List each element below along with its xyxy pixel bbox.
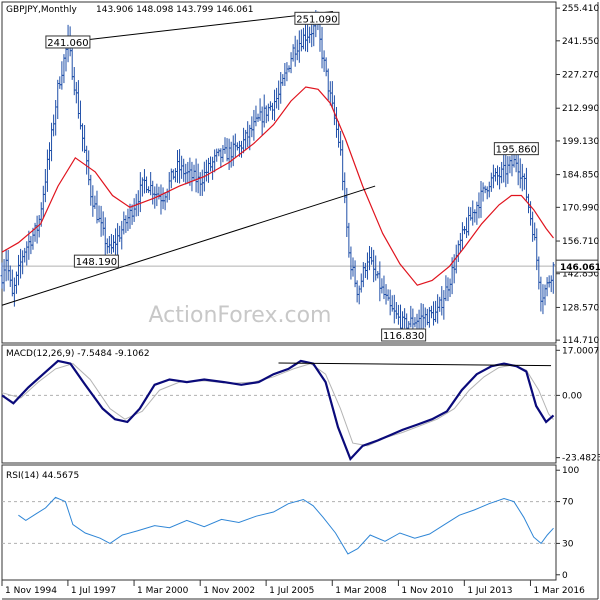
- price-annotation-box: [45, 35, 91, 49]
- price-y-tick-label: 227.270: [562, 71, 599, 81]
- price-annotation-box: [493, 142, 539, 156]
- price-chart-title: GBPJPY,Monthly: [6, 5, 78, 15]
- x-tick-label: 1 Mar 2016: [533, 586, 585, 596]
- price-annotation-label: 195.860: [496, 145, 537, 156]
- price-y-tick-label: 156.710: [562, 237, 599, 247]
- rsi-line: [18, 496, 554, 555]
- x-tick-label: 1 Nov 1994: [5, 586, 57, 596]
- x-tick-label: 1 Jul 1997: [71, 586, 116, 596]
- macd-signal-line: [1, 363, 554, 447]
- macd-y-tick-label: 17.0007: [562, 346, 599, 356]
- x-tick-label: 1 Nov 2002: [203, 586, 255, 596]
- price-annotation-box: [381, 328, 427, 342]
- last-price-label: 146.061: [560, 263, 600, 273]
- price-annotation-label: 251.090: [296, 14, 337, 25]
- price-y-tick-label: 255.410: [562, 4, 599, 14]
- price-annotation-box: [73, 254, 119, 268]
- trendline: [1, 185, 376, 306]
- price-y-tick-label: 142.850: [562, 270, 599, 280]
- macd-line: [1, 359, 555, 462]
- rsi-title: RSI(14) 44.5675: [6, 471, 79, 481]
- rsi-y-tick-label: 30: [562, 539, 574, 549]
- rsi-y-tick-label: 100: [562, 466, 579, 476]
- x-tick-label: 1 Jul 2005: [269, 586, 314, 596]
- price-y-tick-label: 184.850: [562, 171, 599, 181]
- price-y-tick-label: 212.990: [562, 104, 599, 114]
- price-annotation-box: [294, 11, 340, 25]
- watermark: ActionForex.com: [149, 303, 332, 328]
- macd-trendline: [278, 362, 552, 367]
- rsi-y-tick-label: 70: [562, 498, 574, 508]
- panel-frame-macd: [1, 344, 557, 464]
- moving-average-line: [1, 86, 554, 286]
- price-bars: [0, 10, 555, 340]
- price-y-tick-label: 241.550: [562, 37, 599, 47]
- rsi-y-tick-label: 0: [562, 571, 568, 581]
- price-annotation-label: 148.190: [76, 257, 117, 268]
- panel-frame-rsi: [1, 464, 557, 581]
- price-y-tick-label: 114.710: [562, 336, 599, 346]
- macd-y-tick-label: 0.00: [562, 391, 582, 401]
- price-y-tick-label: 128.570: [562, 303, 599, 313]
- macd-y-tick-label: -23.4823: [562, 454, 600, 464]
- price-annotation-label: 241.060: [47, 38, 88, 49]
- x-tick-label: 1 Nov 2010: [401, 586, 453, 596]
- last-price-tag: [555, 259, 599, 273]
- x-tick-label: 1 Mar 2000: [137, 586, 189, 596]
- panel-frame-price: [1, 1, 557, 344]
- trendline: [67, 10, 334, 43]
- price-ohlc-values: 143.906 148.098 143.799 146.061: [96, 5, 253, 15]
- x-tick-label: 1 Mar 2008: [335, 586, 387, 596]
- price-y-tick-label: 170.990: [562, 203, 599, 213]
- price-y-tick-label: 199.130: [562, 137, 599, 147]
- x-tick-label: 1 Jul 2013: [467, 586, 512, 596]
- price-annotation-label: 116.830: [383, 331, 424, 342]
- macd-title: MACD(12,26,9) -7.5484 -9.1062: [6, 349, 150, 359]
